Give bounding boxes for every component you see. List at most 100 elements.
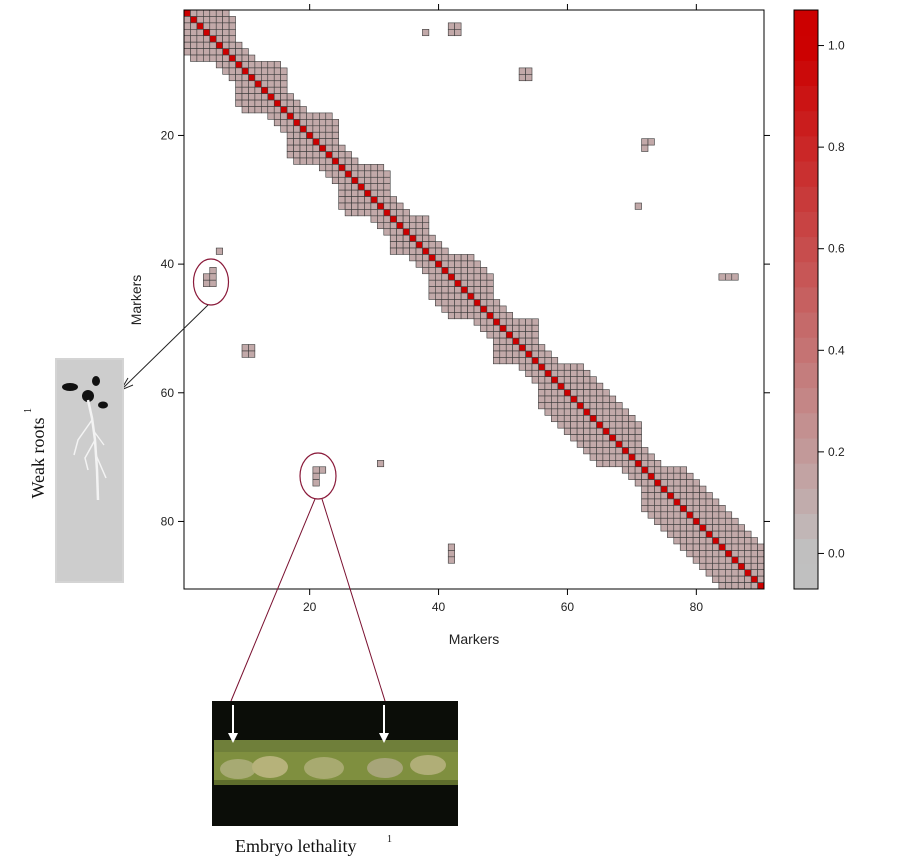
heatmap-cell [570, 414, 578, 423]
heatmap-cell [377, 183, 385, 191]
heatmap-cell [641, 460, 649, 468]
heatmap-cell [512, 357, 520, 365]
heatmap-cell [454, 273, 462, 281]
colorbar-tick-label: 0.2 [828, 445, 845, 459]
heatmap-cell [518, 324, 526, 332]
heatmap-cell [750, 550, 758, 558]
heatmap-cell [396, 228, 404, 236]
colorbar-band [794, 35, 818, 61]
heatmap-cell [621, 466, 629, 474]
heatmap-cell [196, 16, 204, 24]
heatmap-cell [338, 151, 346, 159]
heatmap-cell [699, 485, 707, 493]
heatmap-cell [454, 299, 462, 307]
heatmap-cell [331, 119, 339, 127]
heatmap-cell-diagonal [718, 543, 726, 551]
heatmap-cell [647, 479, 655, 487]
heatmap-cell [609, 395, 617, 403]
colorbar-band [794, 563, 818, 590]
heatmap-cell [615, 421, 623, 429]
heatmap-cell-diagonal [699, 524, 707, 532]
heatmap-cell [261, 93, 269, 101]
heatmap-cell [628, 434, 636, 442]
heatmap-cell-diagonal [673, 498, 681, 506]
heatmap-cell-diagonal [377, 202, 385, 210]
heatmap-cell-diagonal [280, 106, 288, 114]
heatmap-cell [467, 267, 475, 275]
heatmap-cell [557, 414, 565, 423]
heatmap-cell-diagonal [402, 228, 410, 236]
heatmap-cell [209, 16, 217, 24]
heatmap-cell [338, 196, 346, 204]
heatmap-cell [325, 170, 333, 178]
heatmap-cell [544, 350, 552, 358]
heatmap-cell [306, 125, 314, 133]
heatmap-cell [512, 324, 520, 332]
heatmap-cell [306, 119, 314, 127]
heatmap-cell [222, 54, 230, 62]
heatmap-cell-diagonal [615, 440, 623, 448]
heatmap-cell [351, 196, 359, 204]
heatmap-cell [435, 254, 443, 262]
heatmap-cell [467, 286, 475, 294]
heatmap-cell [557, 395, 565, 403]
heatmap-cell [692, 550, 700, 558]
heatmap-cell [686, 530, 694, 538]
heatmap-cell [183, 48, 191, 56]
heatmap-cell [415, 215, 423, 223]
heatmap-cell [215, 28, 223, 37]
heatmap-cell [280, 86, 288, 94]
heatmap-cell [544, 357, 552, 365]
heatmap-cell [609, 460, 617, 468]
heatmap-cell [428, 267, 436, 275]
heatmap-cell [563, 369, 571, 377]
heatmap-cell-diagonal [203, 28, 211, 37]
heatmap-cell [331, 144, 339, 152]
heatmap-cell [241, 106, 249, 114]
heatmap-cell [454, 22, 462, 30]
heatmap-cell [280, 67, 288, 75]
heatmap-cell-diagonal [286, 112, 294, 120]
heatmap-cell [280, 119, 288, 127]
heatmap-cell [280, 93, 288, 101]
colorbar-band [794, 211, 818, 238]
heatmap-cell-diagonal [660, 485, 668, 493]
heatmap-cell [712, 530, 720, 538]
heatmap-cell [409, 241, 417, 249]
heatmap-cell [422, 254, 430, 262]
heatmap-cell [737, 537, 745, 545]
colorbar-band [794, 488, 818, 514]
heatmap-cell [563, 363, 571, 371]
heatmap-cell [441, 286, 449, 294]
heatmap-cell [254, 67, 262, 75]
heatmap-cell [570, 389, 578, 397]
heatmap-cell [596, 447, 604, 455]
heatmap-cell [209, 28, 217, 37]
heatmap-cell-diagonal [493, 318, 501, 326]
heatmap-cell [563, 382, 571, 390]
heatmap-cell [196, 48, 204, 56]
heatmap-cell [299, 157, 307, 165]
colorbar-band [794, 463, 818, 489]
heatmap-cell [235, 99, 243, 107]
heatmap-cell [686, 537, 694, 545]
heatmap-cell [686, 492, 694, 500]
heatmap-cell [576, 440, 584, 448]
heatmap-cell [531, 318, 539, 326]
heatmap-cell [248, 344, 256, 352]
heatmap-cell [319, 157, 327, 165]
heatmap-cell [325, 119, 333, 127]
heatmap-cell [460, 254, 468, 262]
heatmap-cell [679, 511, 687, 519]
heatmap-cell [389, 222, 397, 230]
heatmap-cell [602, 460, 610, 468]
heatmap-cell [415, 228, 423, 236]
heatmap-cell [351, 209, 359, 217]
heatmap-cell [261, 106, 269, 114]
heatmap-cell [344, 151, 352, 159]
heatmap-cell-diagonal [299, 125, 307, 133]
heatmap-cell [396, 209, 404, 217]
heatmap-cell-diagonal [370, 196, 378, 204]
heatmap-cell [692, 537, 700, 545]
heatmap-cell [609, 402, 617, 410]
